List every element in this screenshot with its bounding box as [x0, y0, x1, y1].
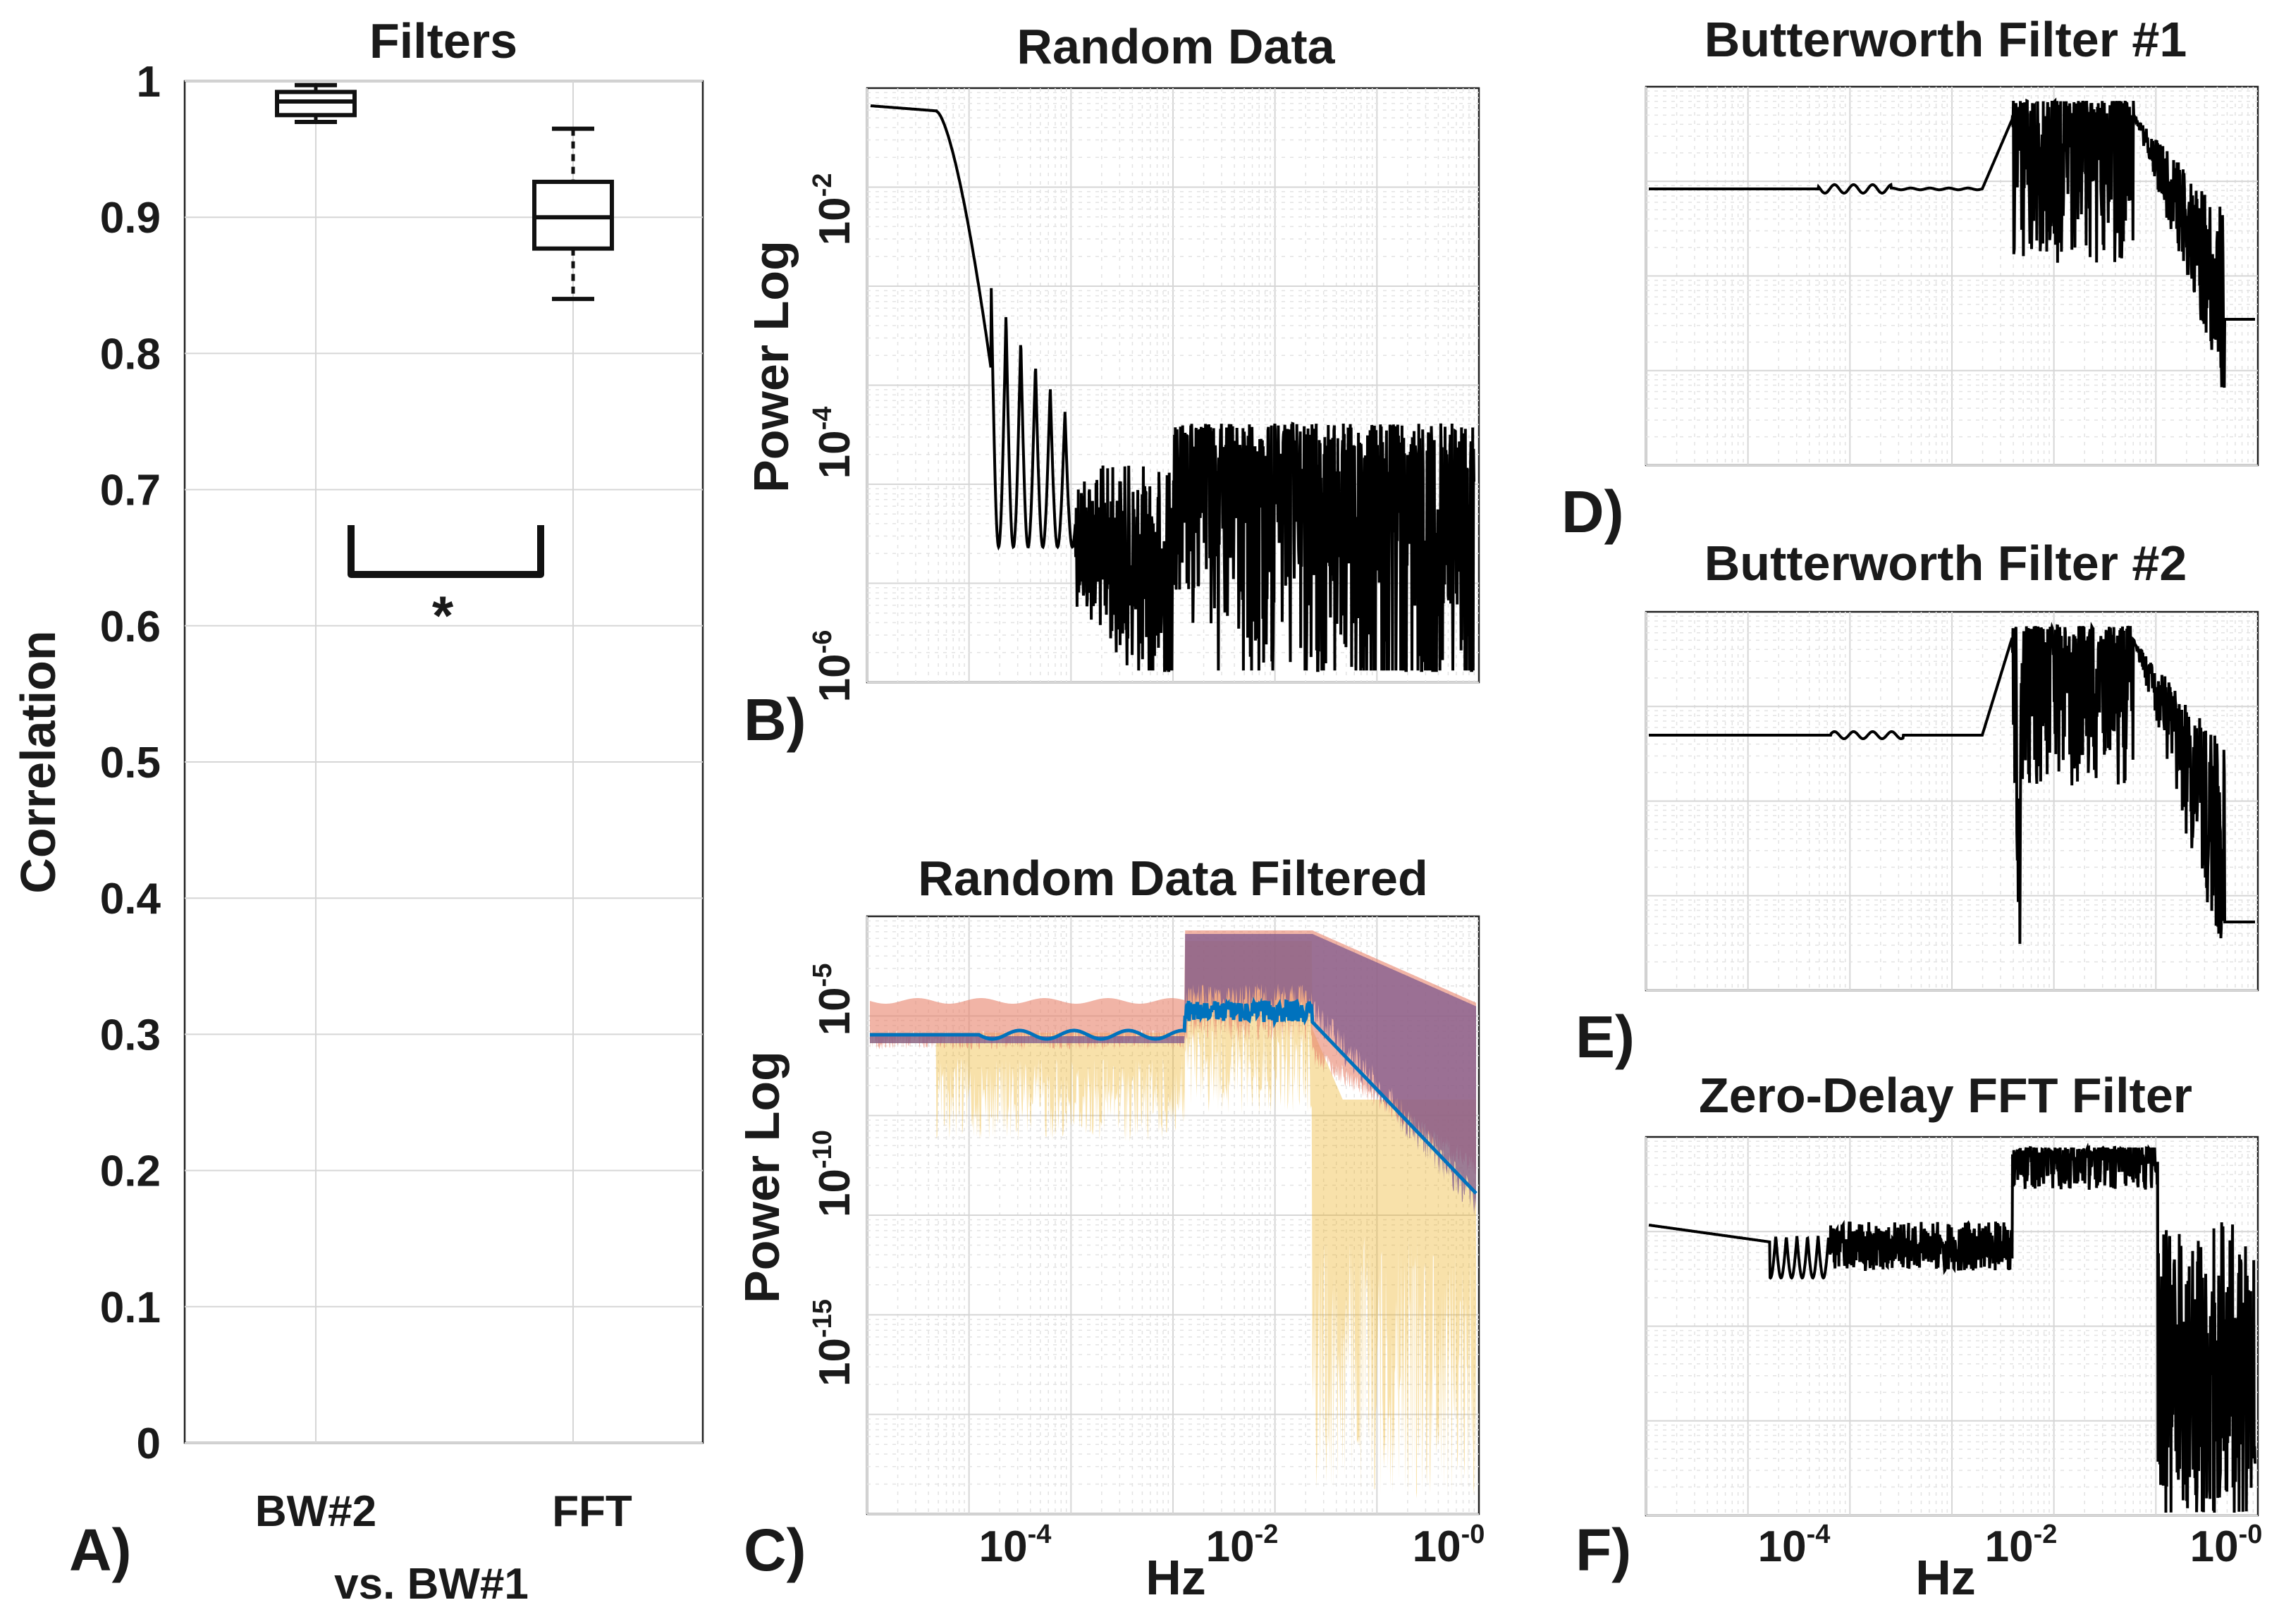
panel-a-ytick-label: 0.4: [100, 875, 161, 923]
panel-f: Zero-Delay FFT Filter 10-4 10-2 10-0 Hz …: [1575, 1068, 2262, 1605]
panel-b: Random Data Power Log 10-2 10-4 10-6 B): [744, 19, 1480, 753]
panel-d-title: Butterworth Filter #1: [1704, 12, 2187, 67]
panel-a-ytick-label: 0.1: [100, 1284, 161, 1332]
panel-a-ytick-label: 0.9: [100, 194, 161, 242]
panel-b-title: Random Data: [1016, 19, 1335, 74]
panel-c-letter: C): [744, 1517, 806, 1583]
panel-a-grid: [185, 80, 703, 1444]
panel-c-filtered-traces: [870, 930, 1478, 1501]
panel-c-ytick-1: 10-5: [808, 964, 859, 1036]
panel-d-response-line: [1649, 97, 2255, 388]
panel-a-y-ticks: 0 0.1 0.2 0.3 0.4 0.5 0.6 0.7 0.8 0.9 1: [100, 58, 161, 1468]
panel-b-grid: [866, 88, 1479, 683]
panel-d-letter: D): [1561, 479, 1624, 545]
panel-c-series-fft: [870, 941, 1476, 1501]
panel-c: Random Data Filtered Power Log 10-5 10-1…: [735, 851, 1485, 1605]
svg-text:10-5: 10-5: [808, 964, 859, 1036]
panel-b-y-label: Power Log: [744, 240, 799, 493]
panel-a-category-fft: FFT: [552, 1487, 632, 1536]
panel-a-x-sublabel: vs. BW#1: [334, 1560, 529, 1608]
box-bw2: [275, 82, 357, 124]
panel-f-response-line: [1648, 1142, 2256, 1513]
panel-b-letter: B): [744, 687, 806, 753]
panel-b-spectrum-line: [870, 104, 1475, 672]
panel-d-grid: [1645, 87, 2258, 466]
panel-b-ytick-3: 10-6: [808, 630, 859, 703]
panel-a-ytick-label: 0: [137, 1420, 161, 1468]
panel-f-x-label: Hz: [1915, 1550, 1976, 1605]
panel-e-letter: E): [1575, 1004, 1635, 1070]
panel-c-series-bw2: [870, 934, 1476, 1214]
svg-text:10-6: 10-6: [808, 630, 859, 703]
panel-c-ytick-3: 10-15: [808, 1299, 859, 1386]
panel-a-ytick-label: 0.3: [100, 1011, 161, 1059]
panel-e: Butterworth Filter #2 E): [1575, 536, 2259, 1070]
panel-c-y-label: Power Log: [735, 1051, 790, 1303]
panel-f-xtick-1: 10-4: [1758, 1520, 1831, 1571]
panel-a-ytick-label: 0.5: [100, 739, 161, 787]
panel-b-ytick-2: 10-4: [808, 407, 859, 479]
panel-d: Butterworth Filter #1 D): [1561, 12, 2259, 545]
panel-c-xtick-3: 10-0: [1413, 1520, 1485, 1571]
significance-bracket: *: [348, 525, 544, 646]
panel-a: 0 0.1 0.2 0.3 0.4 0.5 0.6 0.7 0.8 0.9 1 Filters Co…: [11, 13, 704, 1608]
panel-c-xtick-2: 10-2: [1206, 1520, 1279, 1571]
panel-a-letter: A): [69, 1517, 132, 1583]
svg-text:10-15: 10-15: [808, 1299, 859, 1386]
panel-a-y-label: Correlation: [11, 630, 66, 893]
panel-f-letter: F): [1575, 1517, 1631, 1583]
panel-f-title: Zero-Delay FFT Filter: [1699, 1068, 2192, 1123]
panel-a-ytick-label: 0.8: [100, 330, 161, 379]
svg-text:10-10: 10-10: [808, 1130, 859, 1217]
panel-e-title: Butterworth Filter #2: [1704, 536, 2187, 591]
svg-text:10-4: 10-4: [808, 407, 859, 479]
panel-a-ytick-label: 0.7: [100, 467, 161, 515]
box-fft: [532, 126, 614, 302]
panel-c-series-raw: [870, 996, 1478, 1195]
panel-f-xtick-2: 10-2: [1985, 1520, 2058, 1571]
panel-a-category-bw2: BW#2: [255, 1487, 376, 1536]
panel-f-xtick-3: 10-0: [2190, 1520, 2263, 1571]
panel-c-x-label: Hz: [1145, 1550, 1206, 1605]
significance-marker: *: [432, 584, 454, 646]
panel-a-title: Filters: [369, 13, 517, 68]
panel-e-response-line: [1649, 621, 2255, 945]
panel-c-title: Random Data Filtered: [918, 851, 1427, 906]
panel-a-ytick-label: 0.2: [100, 1148, 161, 1196]
panel-c-xtick-1: 10-4: [979, 1520, 1052, 1571]
panel-a-ytick-label: 1: [137, 58, 161, 106]
panel-c-grid: [866, 916, 1479, 1515]
svg-text:10-2: 10-2: [808, 173, 859, 246]
panel-b-ytick-1: 10-2: [808, 173, 859, 246]
panel-c-ytick-2: 10-10: [808, 1130, 859, 1217]
panel-a-boxes: [275, 82, 614, 302]
panel-a-ytick-label: 0.6: [100, 603, 161, 651]
